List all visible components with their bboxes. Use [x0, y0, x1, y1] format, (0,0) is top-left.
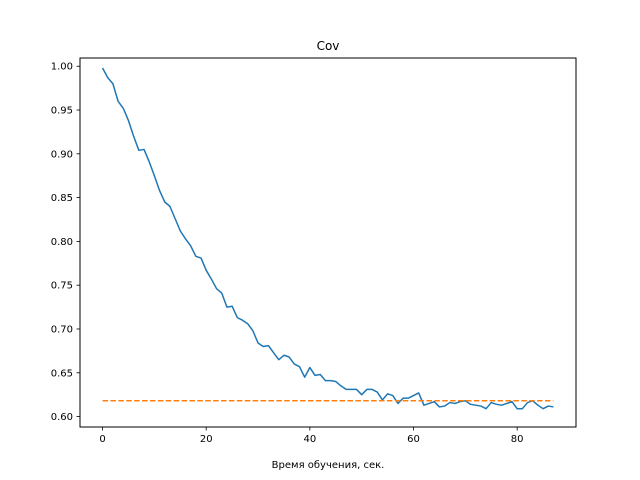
y-tick-label: 1.00 — [51, 62, 73, 73]
y-tick-label: 0.90 — [51, 149, 73, 160]
y-tick-label: 0.80 — [51, 237, 73, 248]
y-tick-label: 0.70 — [51, 324, 73, 335]
x-tick-label: 0 — [99, 434, 105, 445]
chart-title: Cov — [317, 39, 340, 53]
y-tick-label: 0.60 — [51, 412, 73, 423]
x-tick-label: 20 — [200, 434, 213, 445]
x-axis-title: Время обучения, сек. — [272, 460, 385, 471]
x-tick-label: 40 — [303, 434, 316, 445]
x-tick-label: 80 — [511, 434, 524, 445]
y-tick-label: 0.85 — [51, 193, 73, 204]
x-tick-label: 60 — [407, 434, 420, 445]
y-tick-label: 0.95 — [51, 106, 73, 117]
y-tick-label: 0.65 — [51, 368, 73, 379]
y-axis-ticks: 0.60 0.65 0.70 0.75 0.80 0.85 0.90 0.95 1.00 — [51, 62, 80, 423]
plot-frame — [79, 57, 577, 428]
x-axis-ticks: 0 20 40 60 80 — [99, 427, 524, 445]
solid-series-line — [101, 67, 554, 410]
plot-background — [80, 58, 576, 427]
y-tick-label: 0.75 — [51, 281, 73, 292]
series-layer — [101, 67, 554, 410]
